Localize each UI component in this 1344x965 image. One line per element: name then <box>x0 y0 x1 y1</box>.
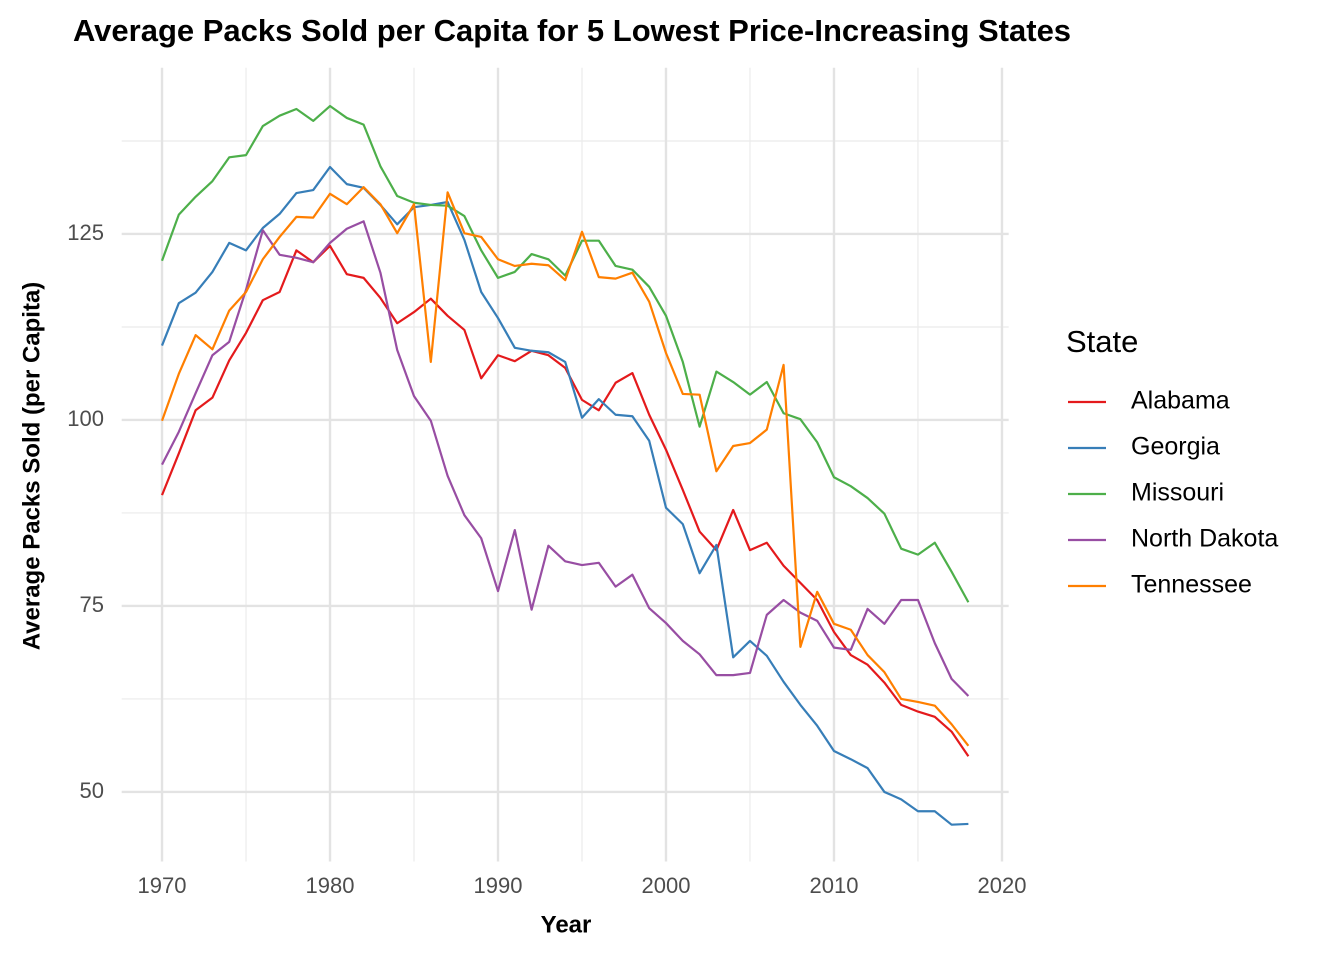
y-tick-label: 100 <box>67 406 104 431</box>
legend-label: Tennessee <box>1131 571 1252 599</box>
y-axis-title: Average Packs Sold (per Capita) <box>18 282 45 651</box>
x-tick-label: 2010 <box>810 873 859 898</box>
x-tick-label: 2000 <box>642 873 691 898</box>
legend-label: North Dakota <box>1131 525 1278 553</box>
legend-label: Missouri <box>1131 479 1224 507</box>
y-tick-label: 125 <box>67 220 104 245</box>
series-line <box>160 244 970 757</box>
chart-title: Average Packs Sold per Capita for 5 Lowe… <box>73 13 1071 48</box>
x-axis-title: Year <box>541 911 592 938</box>
series-line <box>160 186 970 747</box>
legend-label: Georgia <box>1131 433 1220 461</box>
x-tick-label: 1970 <box>138 873 187 898</box>
y-tick-label: 75 <box>80 592 104 617</box>
x-tick-label: 1980 <box>306 873 355 898</box>
series-line <box>161 220 970 697</box>
x-tick-label: 2020 <box>978 873 1027 898</box>
series-line <box>160 165 969 826</box>
series-line <box>160 104 970 603</box>
legend-label: Alabama <box>1131 387 1230 415</box>
y-tick-label: 50 <box>80 778 104 803</box>
legend-title: State <box>1066 324 1138 359</box>
x-tick-label: 1990 <box>474 873 523 898</box>
